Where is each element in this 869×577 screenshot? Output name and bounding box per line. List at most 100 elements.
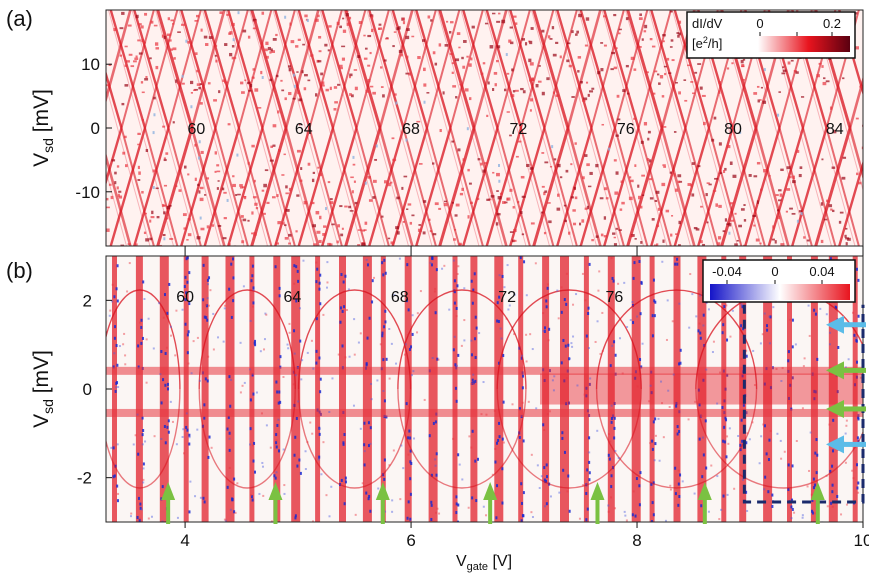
noise-speck — [468, 435, 471, 438]
colorbar-a-unit-sup: 2 — [703, 35, 708, 45]
noise-speck — [763, 488, 766, 491]
noise-speck — [216, 164, 220, 167]
noise-speck — [670, 233, 673, 237]
noise-speck — [723, 440, 726, 444]
noise-speck — [222, 340, 225, 343]
noise-speck — [142, 478, 145, 481]
noise-speck — [395, 362, 398, 365]
noise-speck — [716, 402, 719, 405]
noise-speck — [343, 305, 346, 309]
noise-speck — [403, 353, 406, 356]
noise-speck — [400, 53, 403, 57]
excited-line — [413, 10, 480, 246]
noise-speck — [315, 261, 318, 264]
noise-speck — [116, 499, 119, 503]
noise-speck — [206, 225, 210, 229]
noise-speck — [759, 342, 762, 345]
noise-speck — [639, 358, 642, 362]
noise-speck — [613, 416, 616, 420]
noise-speck — [202, 496, 205, 500]
noise-speck — [147, 517, 150, 520]
diamond-edge — [156, 127, 194, 246]
panel-b-x-label-sub: gate — [467, 561, 488, 573]
noise-speck — [311, 520, 314, 522]
noise-speck — [206, 318, 209, 322]
noise-speck — [182, 213, 187, 217]
noise-speck — [378, 27, 383, 30]
noise-speck — [294, 514, 297, 518]
noise-speck — [359, 427, 362, 430]
noise-speck — [106, 84, 110, 87]
noise-speck — [153, 96, 156, 100]
noise-speck — [542, 329, 545, 332]
noise-speck — [455, 96, 458, 99]
noise-speck — [407, 500, 410, 504]
noise-speck — [699, 336, 702, 340]
noise-speck — [422, 231, 426, 235]
noise-speck — [718, 90, 721, 94]
noise-speck — [732, 174, 737, 178]
diamond-edge — [106, 127, 123, 186]
noise-speck — [496, 60, 499, 63]
noise-speck — [206, 297, 209, 300]
noise-speck — [621, 201, 625, 205]
noise-speck — [154, 42, 159, 46]
diamond-edge — [684, 127, 719, 246]
noise-speck — [286, 343, 289, 346]
noise-speck — [253, 441, 256, 445]
diamond-edge — [566, 127, 602, 246]
noise-speck — [813, 389, 816, 393]
noise-speck — [825, 474, 828, 477]
noise-speck — [406, 55, 409, 59]
noise-speck — [187, 330, 190, 334]
noise-speck — [370, 382, 373, 385]
noise-speck — [138, 517, 141, 520]
noise-speck — [331, 223, 335, 226]
noise-speck — [634, 376, 637, 380]
noise-speck — [392, 449, 395, 452]
noise-speck — [275, 242, 280, 245]
noise-speck — [777, 113, 780, 117]
noise-speck — [118, 345, 121, 348]
noise-speck — [456, 284, 459, 288]
noise-speck — [619, 337, 622, 340]
noise-speck — [294, 435, 297, 439]
noise-speck — [348, 16, 352, 20]
noise-speck — [168, 204, 172, 207]
noise-speck — [549, 165, 553, 168]
noise-speck — [463, 319, 466, 322]
noise-speck — [501, 501, 504, 505]
noise-speck — [288, 67, 292, 72]
noise-speck — [417, 56, 421, 60]
noise-speck — [677, 34, 680, 38]
noise-speck — [368, 494, 371, 498]
noise-speck — [687, 418, 690, 421]
noise-speck — [315, 361, 318, 365]
noise-speck — [788, 176, 792, 179]
noise-speck — [265, 41, 269, 46]
noise-speck — [687, 64, 692, 67]
noise-speck — [239, 186, 244, 189]
noise-speck — [596, 429, 599, 432]
noise-speck — [384, 320, 387, 324]
noise-speck — [155, 65, 159, 70]
noise-speck — [134, 57, 139, 60]
noise-speck — [272, 37, 277, 41]
noise-speck — [231, 257, 234, 261]
noise-speck — [560, 310, 563, 314]
noise-speck — [384, 309, 387, 313]
noise-speck — [249, 398, 252, 402]
noise-speck — [746, 432, 749, 435]
noise-speck — [790, 59, 794, 62]
noise-speck — [521, 354, 524, 357]
noise-speck — [115, 386, 118, 389]
noise-speck — [135, 14, 139, 19]
noise-speck — [141, 118, 144, 122]
diamond-edge — [332, 127, 367, 246]
noise-speck — [651, 45, 656, 48]
noise-speck — [613, 243, 617, 246]
noise-speck — [116, 443, 119, 446]
noise-speck — [226, 198, 229, 202]
noise-speck — [803, 236, 806, 239]
side-arrow-shaft — [842, 367, 866, 373]
